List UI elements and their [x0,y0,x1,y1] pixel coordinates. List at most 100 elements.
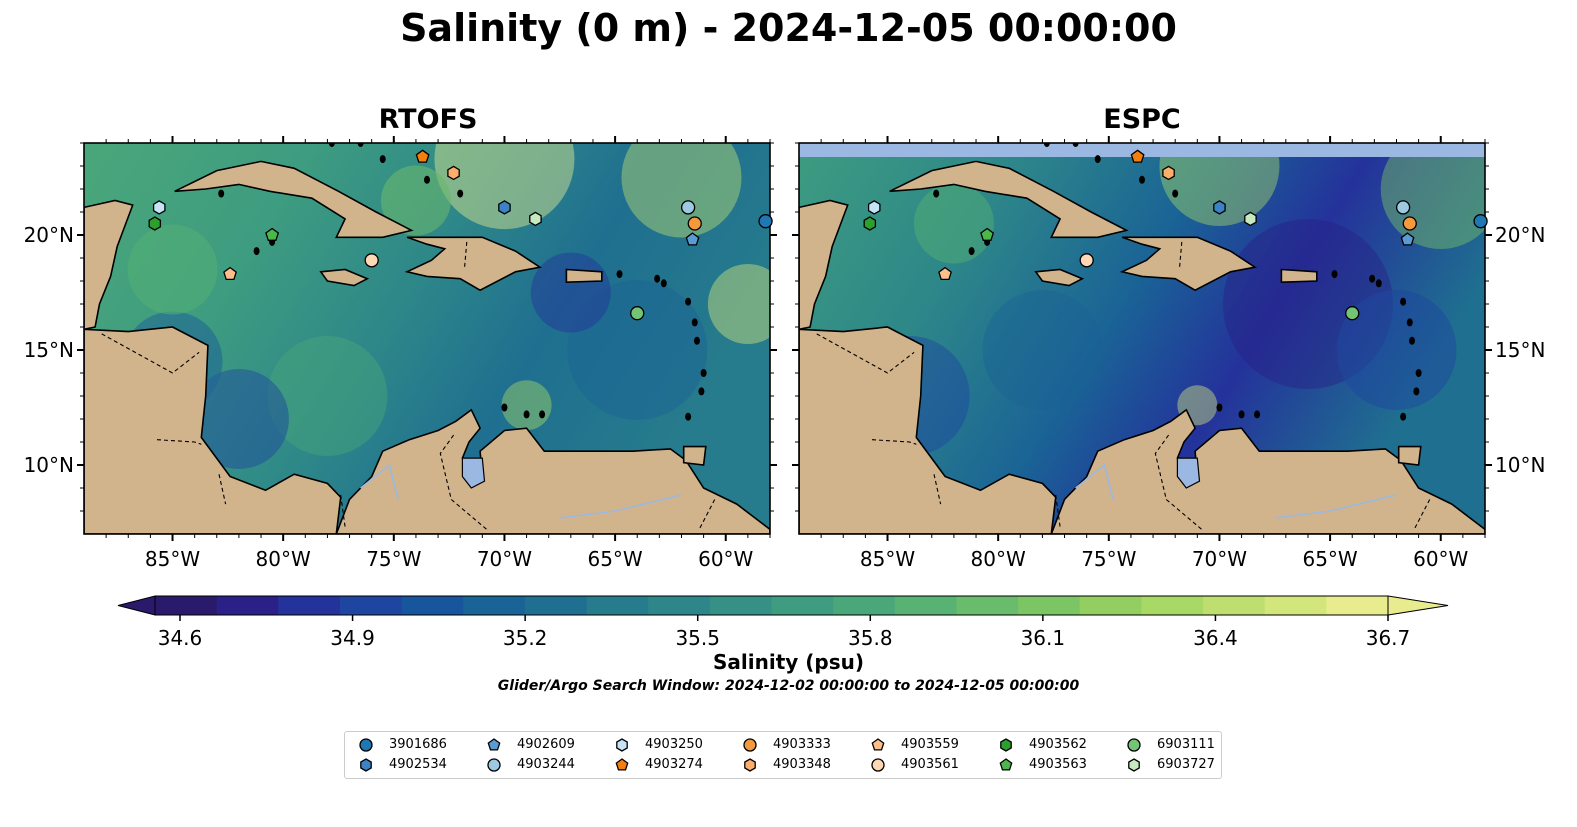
lon-tick-label: 85°W [145,547,200,571]
lon-tick-label: 75°W [1081,547,1136,571]
float-marker-6903727 [1244,211,1257,227]
legend-marker-hexagon-icon [360,758,372,772]
land-trinidad [682,445,707,466]
colorbar-tick-label: 36.1 [1021,626,1066,650]
lon-tick-label: 85°W [860,547,915,571]
land-yucatan [84,199,134,331]
lake-maracaibo [1176,457,1201,489]
legend-marker-pentagon-icon [487,738,501,751]
colorbar-tick-label: 34.9 [330,626,375,650]
float-marker-4903274 [415,149,430,163]
float-marker-4903250 [867,200,881,215]
float-marker-6903111 [1345,306,1360,321]
legend-marker-circle-icon [871,758,885,772]
colorbar-tick-label: 34.6 [158,626,203,650]
float-marker-4903274 [1130,149,1145,163]
legend-label: 6903111 [1157,737,1215,752]
float-marker-4903562 [863,216,877,231]
legend-label: 4903561 [901,757,959,772]
map-figure: 85°W 80°W 75°W 70°W 65°W 60°W 20°N 15°N 10°N 85°… [24,136,1545,650]
land-jamaica [1034,268,1085,287]
lon-tick-label: 75°W [366,547,421,571]
figure-title: Salinity (0 m) - 2024-12-05 00:00:00 [400,6,1177,50]
float-marker-4903561 [364,253,379,268]
lake-maracaibo [461,457,486,489]
lat-tick-label: 15°N [24,338,74,362]
legend-label: 4903348 [773,757,831,772]
float-marker-4903559 [938,266,952,281]
legend-marker-hexagon-icon [1128,758,1140,772]
float-marker-4903250 [152,200,166,215]
land-cuba [889,160,1129,239]
float-marker-4902534 [498,200,511,215]
float-marker-4903244 [680,200,696,215]
map-panel-espc: 85°W 80°W 75°W 70°W 65°W 60°W 20°N 15°N 10°N [792,136,1545,571]
land-cuba [174,160,414,239]
legend-marker-hexagon-icon [616,738,628,752]
lat-tick-label: 10°N [24,453,74,477]
legend-label: 4903250 [645,737,703,752]
land-puerto-rico [565,268,603,284]
colorbar-tick-label: 36.7 [1366,626,1411,650]
float-marker-4903333 [687,216,702,231]
legend-label: 4903559 [901,737,959,752]
float-marker-4902534 [1213,200,1226,215]
legend-marker-pentagon-icon [871,738,885,751]
float-marker-6903111 [630,306,645,321]
float-marker-4903348 [447,165,460,181]
legend-marker-circle-icon [487,758,501,772]
legend-label: 4903563 [1029,757,1087,772]
lon-tick-label: 80°W [971,547,1026,571]
panel-title-rtofs: RTOFS [378,104,478,135]
float-marker-4903348 [1162,165,1175,181]
float-marker-4902609 [1400,232,1415,246]
lon-tick-label: 60°W [698,547,753,571]
colorbar: 34.6 34.9 35.2 35.5 35.8 36.1 36.4 36.7 [117,595,1449,650]
lat-tick-label: 10°N [1495,453,1545,477]
land-trinidad [1397,445,1422,466]
map-panel-rtofs: 85°W 80°W 75°W 70°W 65°W 60°W 20°N 15°N 10°N [24,136,777,571]
legend-label: 4903244 [517,757,575,772]
float-marker-4903559 [223,266,237,281]
legend-label: 4903333 [773,737,831,752]
legend-label: 6903727 [1157,757,1215,772]
legend-marker-circle-icon [743,738,757,752]
land-puerto-rico [1280,268,1318,284]
lon-tick-label: 65°W [1302,547,1357,571]
float-marker-4903244 [1395,200,1411,215]
land-central-america [799,326,1057,534]
panel-title-espc: ESPC [1103,104,1181,135]
float-marker-3901686 [758,214,773,229]
float-marker-3901686 [1473,214,1488,229]
land-hispaniola [1119,236,1257,292]
legend-marker-pentagon-icon [615,758,629,771]
colorbar-tick-label: 35.2 [503,626,548,650]
legend-marker-pentagon-icon [999,758,1013,771]
lon-tick-label: 70°W [477,547,532,571]
float-marker-4903561 [1079,253,1094,268]
float-legend: 3901686 4902534 4902609 4903244 4903250 49032… [344,731,1222,779]
lon-tick-label: 60°W [1413,547,1468,571]
float-marker-4902609 [685,232,700,246]
legend-marker-hexagon-icon [1000,738,1012,752]
float-marker-4903562 [148,216,162,231]
colorbar-tick-label: 35.8 [848,626,893,650]
colorbar-label: Salinity (psu) [712,650,864,674]
legend-label: 4903274 [645,757,703,772]
float-marker-4903563 [265,227,280,241]
legend-label: 4902609 [517,737,575,752]
lat-tick-label: 20°N [24,223,74,247]
lat-tick-label: 20°N [1495,223,1545,247]
legend-label: 4902534 [389,757,447,772]
float-marker-6903727 [529,211,542,227]
colorbar-tick-label: 36.4 [1193,626,1238,650]
land-central-america [84,326,342,534]
float-marker-4903333 [1402,216,1417,231]
land-yucatan [799,199,849,331]
float-marker-4903563 [980,227,995,241]
legend-label: 3901686 [389,737,447,752]
land-hispaniola [404,236,542,292]
lon-tick-label: 65°W [587,547,642,571]
legend-marker-circle-icon [359,738,373,752]
land-jamaica [319,268,370,287]
